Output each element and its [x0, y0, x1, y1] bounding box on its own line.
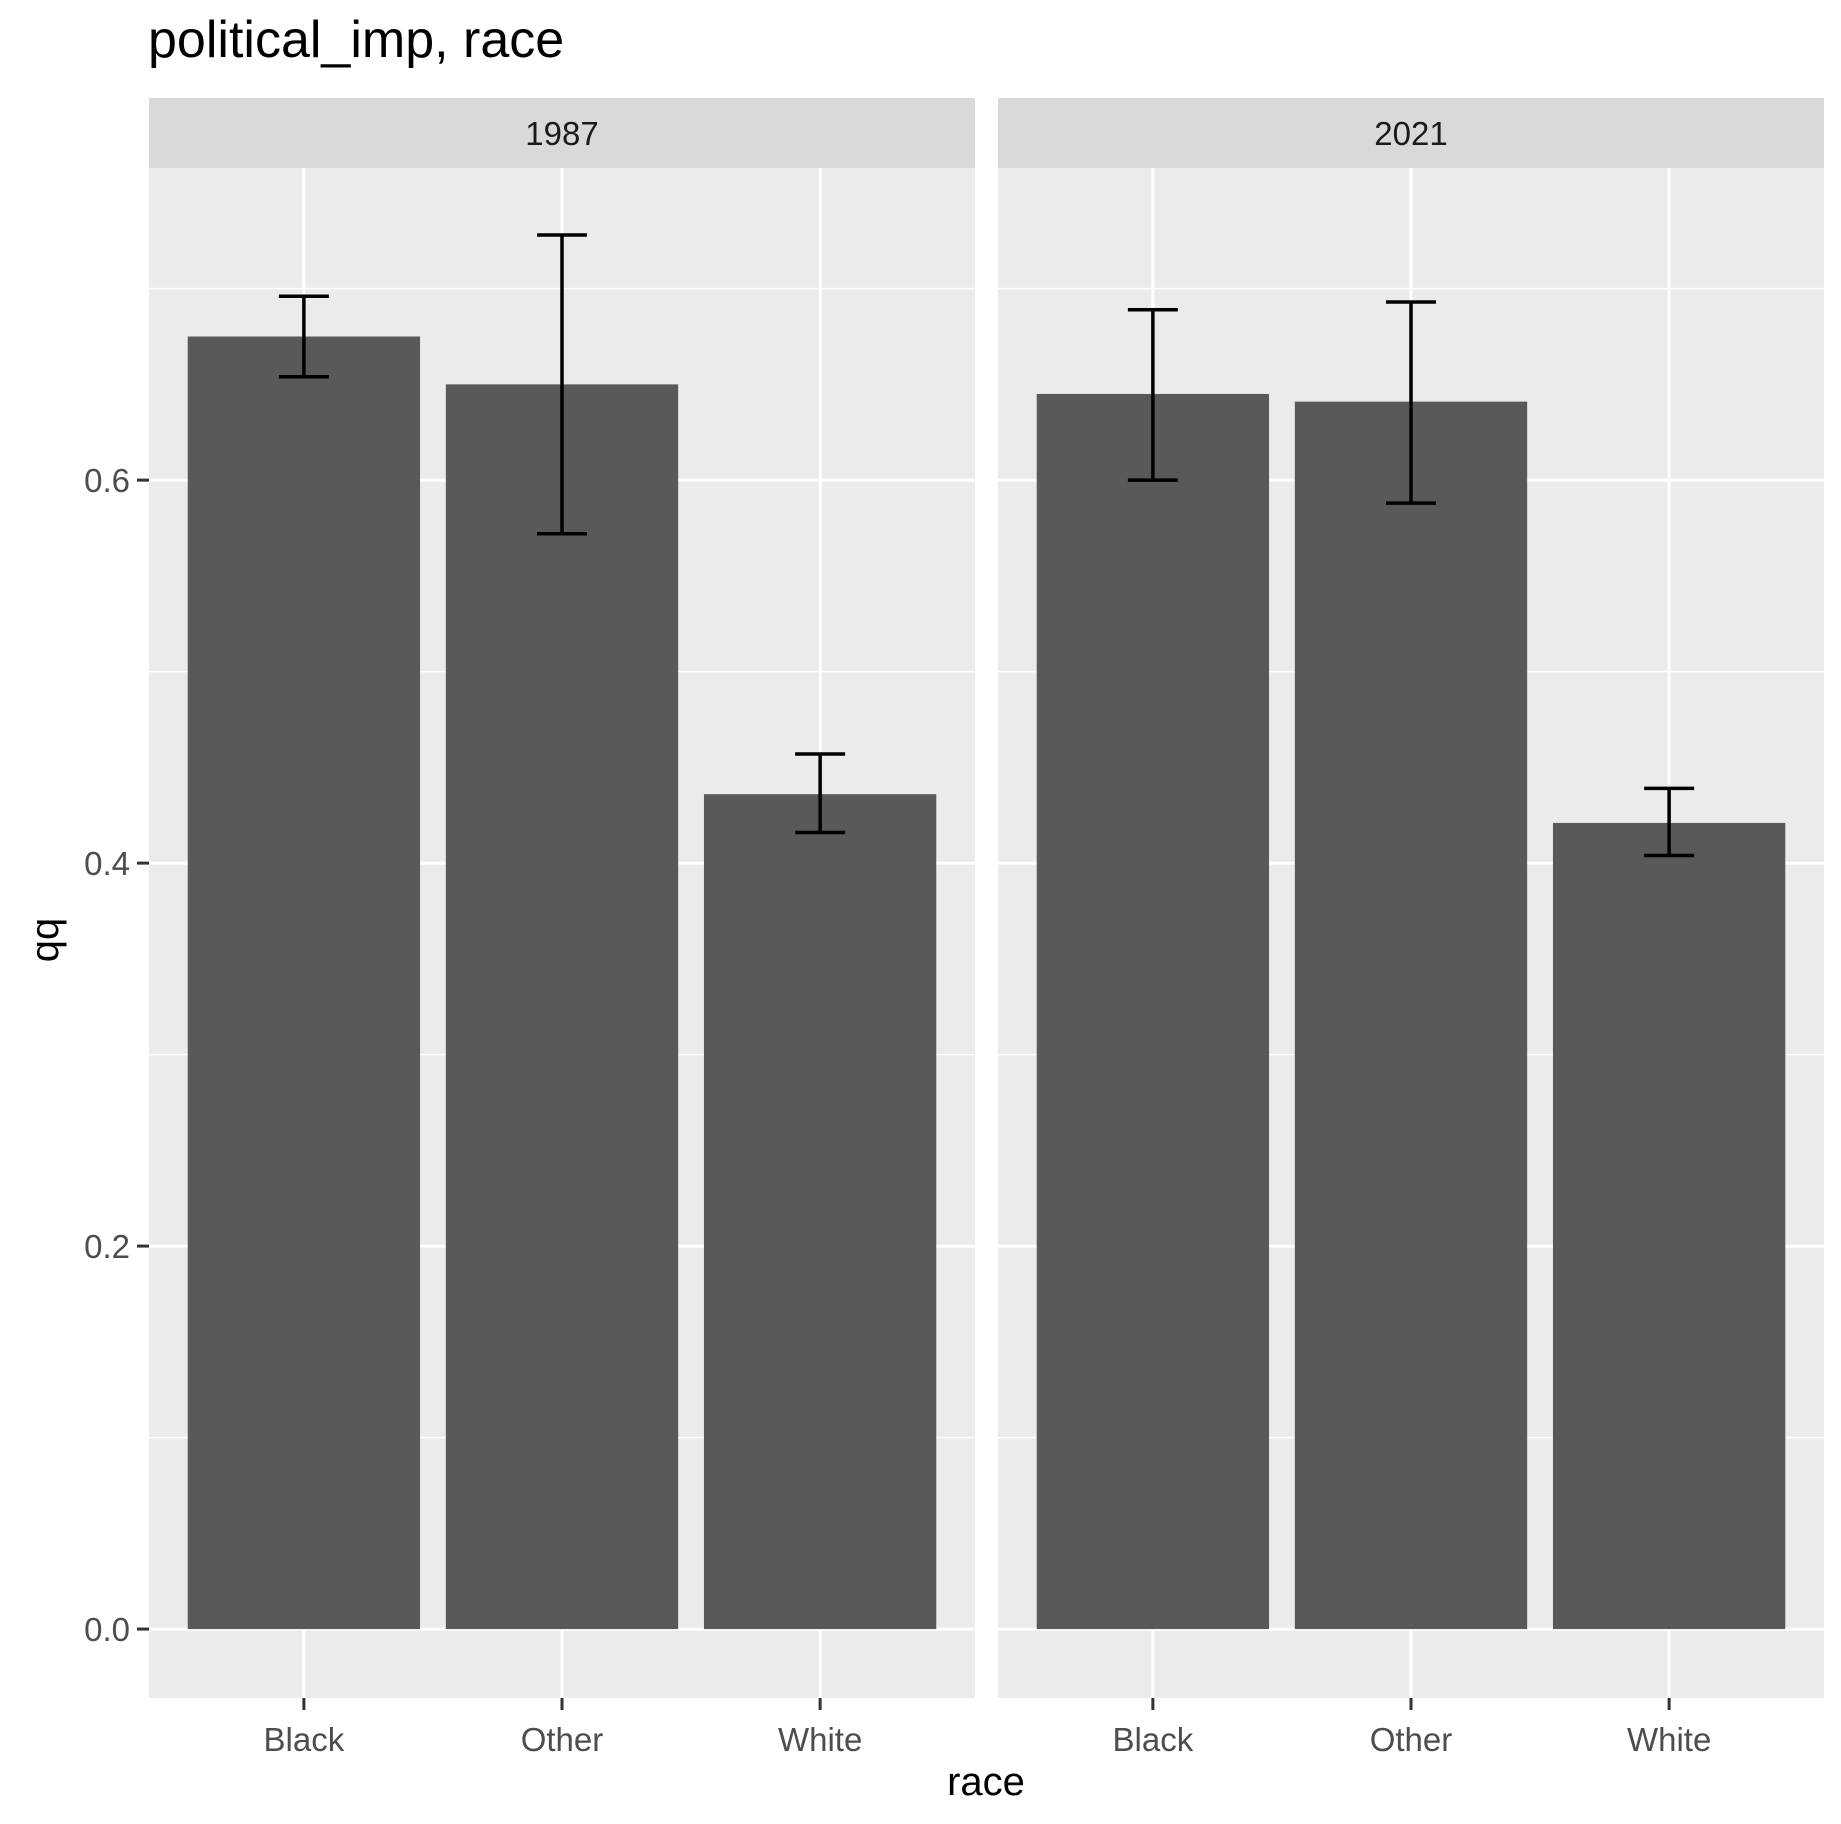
error-bar-1987-Other	[537, 233, 587, 536]
y-tick-label: 0.6	[84, 462, 130, 499]
bar-1987-Other	[445, 384, 679, 1630]
x-tick-label: Black	[264, 1721, 345, 1758]
error-bar-2021-Other	[1386, 300, 1436, 505]
bar-2021-Black	[1036, 393, 1270, 1630]
x-tick-label: White	[778, 1721, 862, 1758]
facet-strip	[149, 98, 975, 168]
facet-strip-label: 2021	[1374, 115, 1447, 152]
y-tick-label: 0.4	[84, 845, 130, 882]
y-tick-label: 0.0	[84, 1611, 130, 1648]
x-tick-label: White	[1627, 1721, 1711, 1758]
x-tick-label: Other	[521, 1721, 604, 1758]
bar-2021-White	[1552, 822, 1786, 1630]
y-axis-title: qq	[23, 918, 67, 963]
bar-2021-Other	[1294, 401, 1528, 1630]
x-axis-title: race	[947, 1760, 1025, 1804]
error-bar-2021-White	[1644, 786, 1695, 858]
bar-1987-White	[703, 794, 937, 1630]
x-tick-label: Black	[1113, 1721, 1194, 1758]
chart-title: political_imp, race	[148, 11, 565, 69]
facet-panels: 1987 Black Other White 2021 Black Other White	[149, 98, 1824, 1758]
facet-panel-1987: 1987 Black Other White	[149, 98, 975, 1758]
error-bar-2021-Black	[1127, 307, 1178, 482]
facet-strip	[998, 98, 1824, 168]
error-bar-1987-Black	[278, 294, 329, 379]
bar-1987-Black	[187, 336, 421, 1630]
facet-panel-2021: 2021 Black Other White	[998, 98, 1824, 1758]
y-tick-label: 0.2	[84, 1228, 130, 1265]
x-tick-label: Other	[1370, 1721, 1453, 1758]
y-axis: 0.0 0.2 0.4 0.6	[84, 462, 149, 1648]
error-bar-1987-White	[795, 752, 846, 835]
facet-strip-label: 1987	[525, 115, 598, 152]
